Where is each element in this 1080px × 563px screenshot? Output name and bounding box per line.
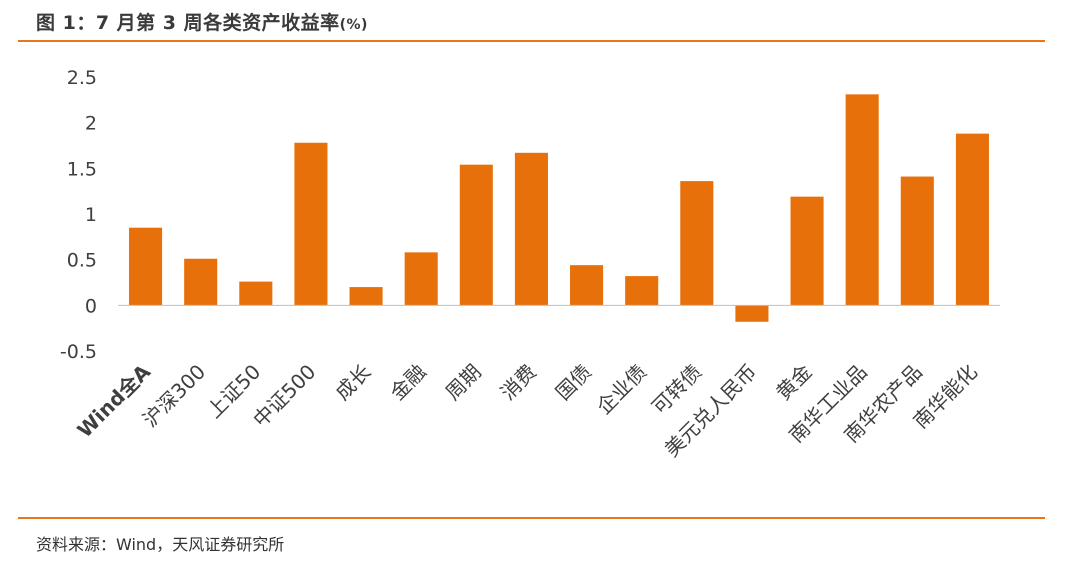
y-axis-tick-labels: -0.5 0 0.5 1 1.5 2 2.5 [60,67,97,363]
bar-4 [349,287,383,306]
chart-title-unit: (%) [339,17,368,33]
bar-chart: -0.5 0 0.5 1 1.5 2 2.5 Wind全A沪深300上证50中证500 成长金… [60,67,1000,461]
y-tick-label: 1 [85,204,97,226]
chart-title: 图 1：7 月第 3 周各类资产收益率(%) [36,8,368,35]
bar-15 [955,133,989,306]
x-category-label: 黄金 [771,360,816,405]
y-tick-label: 2.5 [67,67,97,89]
top-divider [18,40,1045,42]
bar-1 [184,258,218,306]
bar-5 [404,252,438,306]
x-category-label: 成长 [330,360,375,405]
y-tick-label: 2 [85,113,97,135]
source-note: 资料来源：Wind，天风证券研究所 [36,535,285,554]
y-tick-label: -0.5 [60,341,97,363]
bar-3 [294,142,328,306]
bar-13 [845,94,879,306]
x-category-label: 周期 [441,360,486,405]
bar-14 [900,176,934,306]
bar-11 [735,305,769,322]
chart-title-text: 图 1：7 月第 3 周各类资产收益率 [36,12,340,34]
x-category-label: 企业债 [592,360,651,419]
bottom-divider [18,517,1045,519]
bar-2 [239,281,273,306]
y-tick-label: 1.5 [67,158,97,180]
bar-6 [459,164,493,306]
x-category-label: 金融 [385,360,430,405]
x-category-label: 消费 [496,360,541,405]
bar-9 [625,276,659,306]
bar-10 [680,181,714,306]
bar-8 [570,265,604,306]
y-tick-label: 0.5 [67,250,97,272]
x-category-label: Wind全A [72,359,155,442]
bar-0 [129,227,163,306]
y-tick-label: 0 [85,295,97,317]
bar-12 [790,196,824,306]
bars-group [129,94,989,322]
x-category-label: 国债 [551,360,596,405]
bar-7 [514,152,548,306]
